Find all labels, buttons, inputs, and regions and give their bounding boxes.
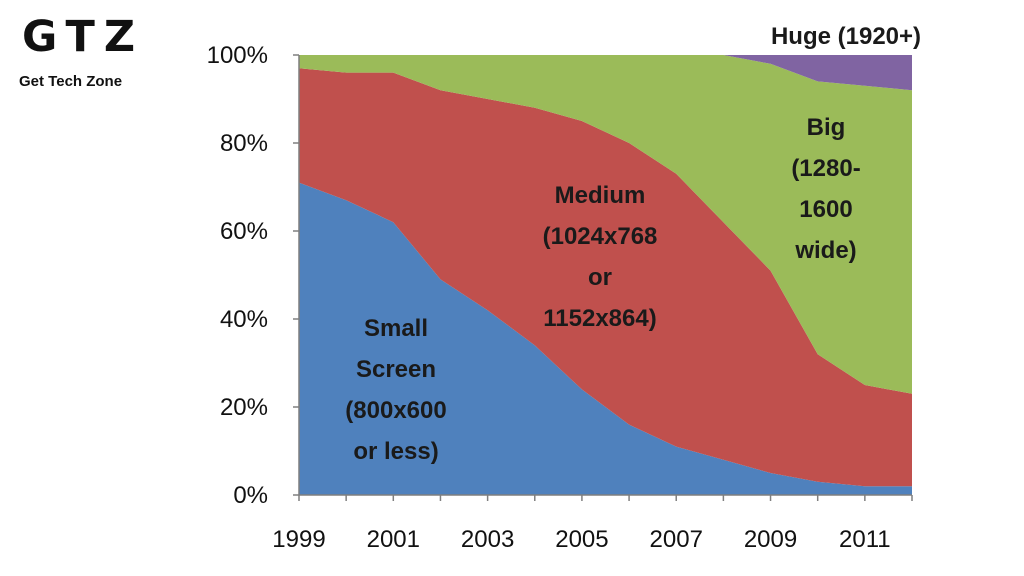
region-label-small-screen-800x600-or-less: (800x600 [345, 397, 446, 424]
area-huge-1920 [299, 55, 912, 91]
y-tick-label: 100% [207, 42, 268, 69]
region-label-huge-1920: Huge (1920+) [771, 23, 921, 50]
region-label-big-1280-1600-wide: Big [807, 114, 846, 141]
y-tick-label: 40% [220, 306, 268, 333]
y-tick-label: 0% [233, 482, 268, 509]
y-tick-label: 20% [220, 394, 268, 421]
x-tick-label: 2009 [744, 526, 797, 553]
region-label-medium-1024x768-or-1152x864: 1152x864) [543, 305, 656, 332]
chart-axes [293, 54, 913, 501]
x-tick-label: 2007 [650, 526, 703, 553]
series-region-labels: Small Screen (800x600 or less) Medium (1024x7… [345, 23, 921, 465]
region-label-small-screen-800x600-or-less: Small [364, 315, 428, 342]
x-tick-label: 2003 [461, 526, 514, 553]
region-label-big-1280-1600-wide: (1280- [791, 155, 860, 182]
region-label-big-1280-1600-wide: 1600 [799, 196, 852, 223]
y-tick-label: 60% [220, 218, 268, 245]
y-tick-label: 80% [220, 130, 268, 157]
area-medium-1024x768-or-1152x864 [299, 68, 912, 487]
region-label-big-1280-1600-wide: wide) [794, 237, 856, 264]
area-small-screen-800x600-or-less [299, 182, 912, 495]
area-series-group [299, 55, 912, 495]
region-label-medium-1024x768-or-1152x864: or [588, 264, 612, 291]
gtz-logo: GTZ [22, 12, 145, 62]
x-tick-label: 2011 [839, 526, 891, 553]
logo-tagline: Get Tech Zone [19, 73, 123, 90]
x-axis-tick-labels: 1999 2001 2003 2005 2007 2009 2011 [272, 526, 890, 553]
x-tick-label: 2005 [555, 526, 608, 553]
region-label-small-screen-800x600-or-less: Screen [356, 356, 436, 383]
x-tick-label: 2001 [367, 526, 420, 553]
region-label-small-screen-800x600-or-less: or less) [353, 438, 438, 465]
x-tick-label: 1999 [272, 526, 325, 553]
region-label-medium-1024x768-or-1152x864: Medium [555, 182, 646, 209]
region-label-medium-1024x768-or-1152x864: (1024x768 [543, 223, 658, 250]
y-axis-tick-labels: 0% 20% 40% 60% 80% 100% [207, 42, 268, 509]
area-big-1280-1600-wide [299, 55, 912, 394]
